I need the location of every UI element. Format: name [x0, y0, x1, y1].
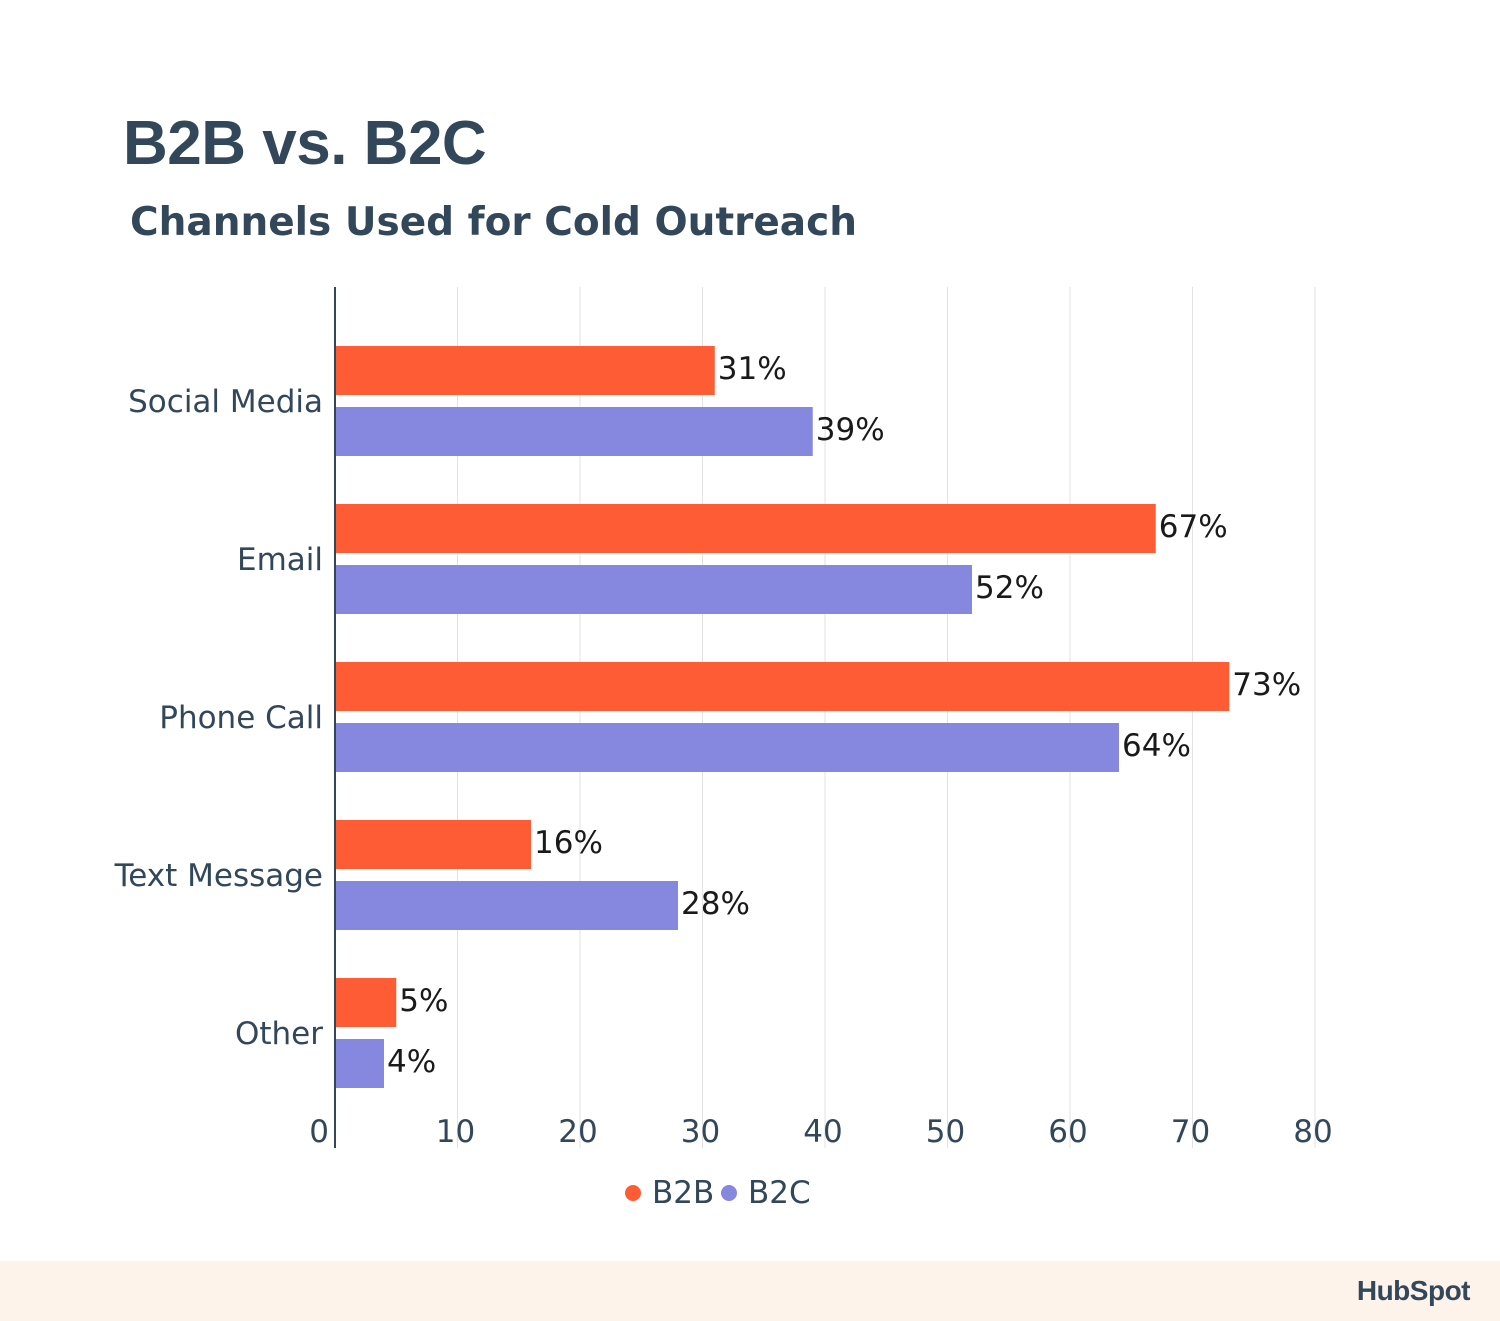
bar-b2c	[335, 723, 1119, 772]
bar-b2b	[335, 504, 1156, 553]
bar-b2b	[335, 820, 531, 869]
data-label: 31%	[718, 351, 787, 387]
legend: B2B B2C	[625, 1175, 811, 1211]
bar-b2c	[335, 881, 678, 930]
bar-b2c	[335, 565, 972, 614]
data-label: 16%	[534, 825, 603, 861]
legend-swatch-b2c	[721, 1185, 737, 1201]
data-labels: 31% 39% 67% 52% 73% 64% 16% 28% 5% 4%	[387, 351, 1301, 1080]
x-tick-label: 0	[309, 1114, 329, 1150]
chart-subtitle: Channels Used for Cold Outreach	[130, 200, 857, 245]
x-tick-label: 80	[1293, 1114, 1332, 1150]
bar-b2c	[335, 407, 813, 456]
data-label: 64%	[1122, 728, 1191, 764]
x-tick-label: 50	[926, 1114, 965, 1150]
x-tick-label: 40	[803, 1114, 842, 1150]
legend-label: B2C	[748, 1175, 811, 1211]
x-tick-label: 20	[558, 1114, 597, 1150]
data-label: 67%	[1159, 509, 1228, 545]
x-tick-label: 30	[681, 1114, 720, 1150]
data-label: 5%	[399, 983, 448, 1019]
bar-b2c	[335, 1039, 384, 1088]
legend-label: B2B	[652, 1175, 714, 1211]
data-label: 28%	[681, 886, 750, 922]
grid-lines	[457, 287, 1316, 1148]
chart-title: B2B vs. B2C	[123, 109, 487, 178]
category-label: Email	[237, 542, 323, 578]
category-label: Text Message	[114, 858, 323, 894]
bar-chart: 31% 39% 67% 52% 73% 64% 16% 28% 5% 4% Social Medi…	[114, 287, 1333, 1211]
bar-b2b	[335, 978, 397, 1027]
footer-band: HubSpot	[0, 1261, 1500, 1321]
hubspot-logo: HubSpot	[1356, 1275, 1471, 1306]
data-label: 73%	[1232, 667, 1301, 703]
x-tick-label: 70	[1171, 1114, 1210, 1150]
legend-swatch-b2b	[625, 1185, 641, 1201]
data-label: 52%	[975, 570, 1044, 606]
category-labels: Social Media Email Phone Call Text Message O…	[114, 384, 324, 1052]
bar-b2b	[335, 346, 715, 395]
x-tick-label: 10	[436, 1114, 475, 1150]
data-label: 39%	[816, 412, 885, 448]
x-tick-label: 60	[1048, 1114, 1087, 1150]
data-label: 4%	[387, 1044, 436, 1080]
x-axis-ticks: 0 10 20 30 40 50 60 70 80	[309, 1114, 1332, 1150]
category-label: Other	[235, 1016, 323, 1052]
category-label: Phone Call	[159, 700, 323, 736]
category-label: Social Media	[128, 384, 323, 420]
bar-b2b	[335, 662, 1230, 711]
bars	[335, 346, 1230, 1088]
